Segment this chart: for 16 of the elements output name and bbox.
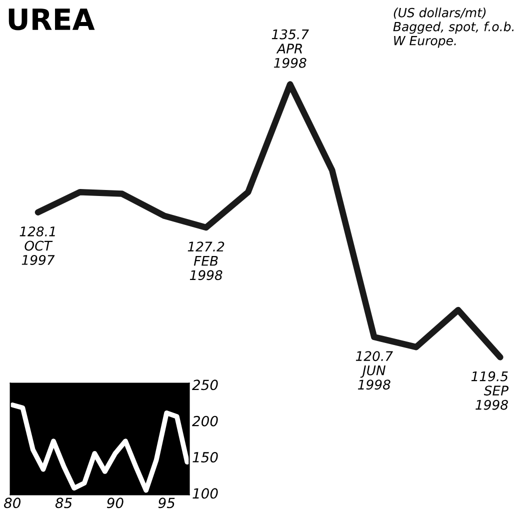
y-tick-label: 150	[192, 452, 218, 463]
x-tick-label: 90	[106, 498, 124, 508]
data-label: 119.5 SEP 1998	[471, 371, 509, 410]
y-tick-label: 100	[192, 488, 218, 499]
x-tick-label: 85	[55, 498, 72, 508]
data-label: 120.7 JUN 1998	[356, 351, 393, 390]
y-tick-label: 250	[192, 380, 218, 390]
chart-title: UREA	[8, 8, 95, 30]
data-label: 127.2 FEB 1998	[188, 242, 224, 280]
data-label: 128.1 OCT 1997	[20, 226, 55, 265]
line-series	[10, 402, 190, 493]
y-tick-label: 200	[192, 416, 218, 426]
x-tick-label: 80	[4, 498, 21, 508]
text: (US dollars/mt) Bagged, spot, f.o.b. W Europe.	[393, 8, 514, 48]
x-tick-label: 95	[158, 498, 175, 508]
data-label: 135.7 APR 1998	[272, 29, 309, 68]
